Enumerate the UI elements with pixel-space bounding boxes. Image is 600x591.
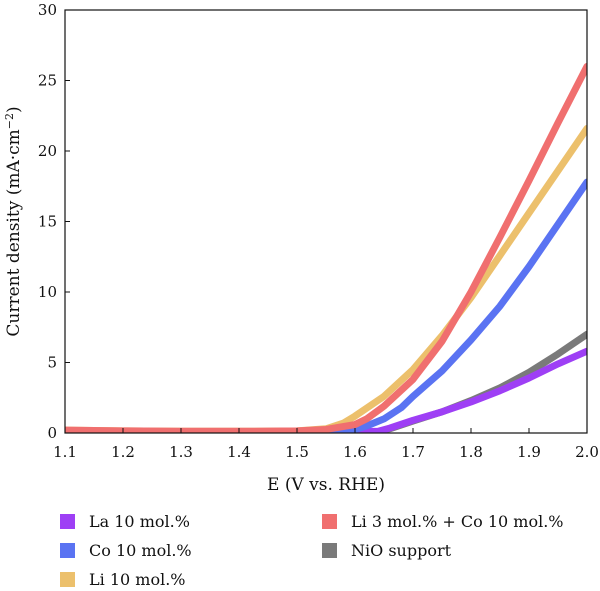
y-axis-label-main: Current density (mA·cm (4, 129, 24, 336)
legend-swatch-nio (322, 543, 337, 558)
legend-item-la: La 10 mol.% (60, 512, 190, 531)
legend-swatch-li (60, 572, 75, 587)
x-tick-label: 1.9 (517, 443, 541, 461)
y-tick-label: 0 (47, 424, 57, 442)
x-tick-label: 1.1 (53, 443, 77, 461)
series-line-li-co (65, 62, 587, 433)
chart-svg: 1.1 1.2 1.3 1.4 1.5 1.6 1.7 1.8 1.9 2.0 0 5 10 15 20 2… (3, 1, 599, 495)
legend-item-li-co: Li 3 mol.% + Co 10 mol.% (322, 512, 564, 531)
series-line-la (65, 347, 587, 433)
legend-label-nio: NiO support (351, 541, 452, 560)
y-axis-label: Current density (mA·cm−2) (3, 106, 25, 336)
y-tick-label: 15 (38, 213, 57, 231)
legend-item-li: Li 10 mol.% (60, 570, 185, 589)
legend-swatch-la (60, 514, 75, 529)
y-tick-label: 10 (38, 283, 57, 301)
y-tick-label: 5 (47, 354, 57, 372)
legend-label-la: La 10 mol.% (89, 512, 190, 531)
y-tick-label: 25 (38, 72, 57, 90)
legend-swatch-co (60, 543, 75, 558)
y-axis-label-superscript: −2 (3, 113, 16, 129)
x-tick-label: 1.8 (459, 443, 483, 461)
legend: La 10 mol.% Co 10 mol.% Li 10 mol.% Li 3… (60, 512, 600, 589)
legend-label-li-co: Li 3 mol.% + Co 10 mol.% (351, 512, 564, 531)
legend-item-nio: NiO support (322, 541, 451, 560)
x-axis-label: E (V vs. RHE) (267, 475, 385, 495)
plot-lines (65, 62, 587, 433)
x-tick-label: 1.2 (111, 443, 135, 461)
x-tick-label: 1.5 (285, 443, 309, 461)
legend-swatch-li-co (322, 514, 337, 529)
x-tick-label: 1.3 (169, 443, 193, 461)
x-tick-label: 1.6 (343, 443, 367, 461)
y-tick-label: 30 (38, 1, 57, 19)
x-tick-label: 1.7 (401, 443, 425, 461)
x-tick-label: 1.4 (227, 443, 251, 461)
y-tick-label: 20 (38, 142, 57, 160)
legend-label-co: Co 10 mol.% (89, 541, 192, 560)
legend-item-co: Co 10 mol.% (60, 541, 192, 560)
x-tick-label: 2.0 (575, 443, 599, 461)
y-axis: 0 5 10 15 20 25 30 (38, 1, 70, 442)
y-axis-label-end: ) (4, 106, 24, 113)
legend-label-li: Li 10 mol.% (89, 570, 186, 589)
x-axis: 1.1 1.2 1.3 1.4 1.5 1.6 1.7 1.8 1.9 2.0 (53, 428, 599, 461)
